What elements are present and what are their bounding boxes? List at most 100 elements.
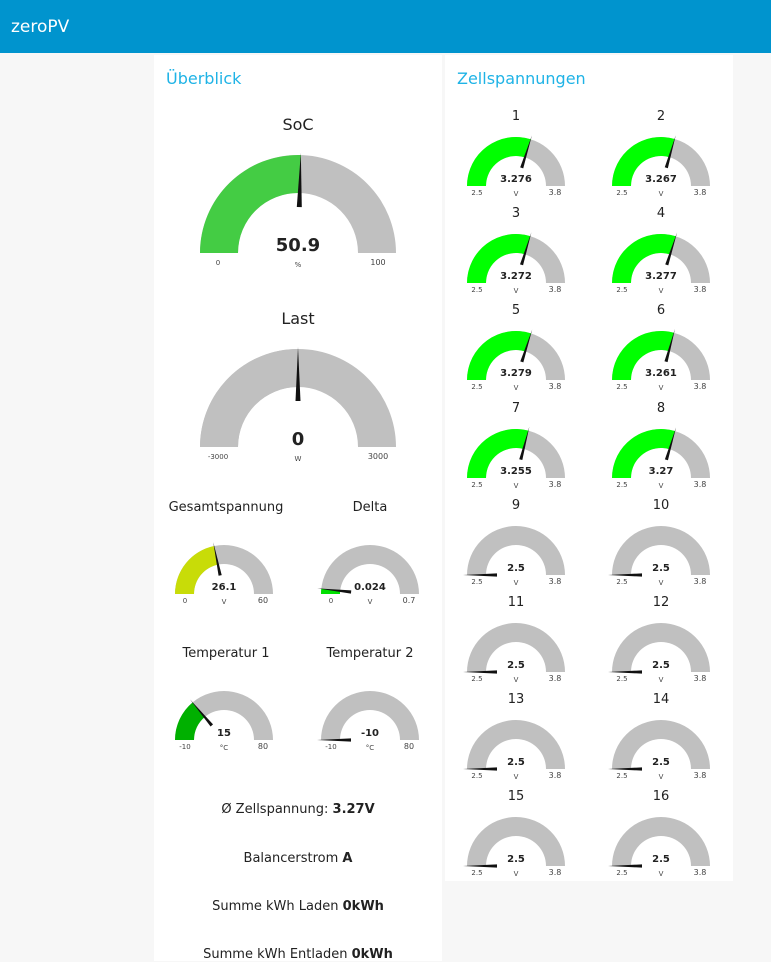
soc-gauge-needle bbox=[296, 153, 302, 208]
cell-1-gauge-value: 3.276 bbox=[500, 174, 532, 185]
delta-gauge-svg: 0.024 V 0 0.7 bbox=[317, 545, 419, 606]
cell-2-gauge-min: 2.5 bbox=[616, 189, 627, 197]
cell-16-gauge-value: 2.5 bbox=[652, 854, 670, 865]
cell-1-gauge-max: 3.8 bbox=[549, 188, 562, 197]
cell-10-gauge-value: 2.5 bbox=[652, 563, 670, 574]
cell-7-gauge-fill bbox=[467, 428, 529, 478]
cell-13-gauge-max: 3.8 bbox=[549, 771, 562, 780]
cell-3-gauge-value: 3.272 bbox=[500, 271, 532, 282]
cell-5-gauge-fill bbox=[467, 331, 531, 381]
gesamtspannung-gauge-unit: V bbox=[222, 598, 227, 606]
cell-voltages-title: Zellspannungen bbox=[457, 69, 586, 88]
cell-4-gauge-max: 3.8 bbox=[694, 285, 707, 294]
cell-14-gauge-needle bbox=[608, 767, 642, 771]
temp2-gauge-unit: °C bbox=[366, 744, 375, 752]
balancer-current-value: A bbox=[342, 851, 353, 866]
cell-11-gauge: 2.5 V 2.5 3.8 bbox=[456, 609, 576, 694]
top-bar: zeroPV bbox=[0, 0, 771, 53]
cell-2-label: 2 bbox=[656, 109, 666, 124]
cell-9-gauge-needle bbox=[463, 573, 497, 577]
cell-12-gauge-svg: 2.5 V 2.5 3.8 bbox=[608, 623, 710, 684]
kwh-charge-label: Summe kWh Laden bbox=[212, 899, 343, 914]
cell-14-gauge-unit: V bbox=[659, 773, 664, 781]
cell-15-gauge-track bbox=[467, 817, 565, 867]
cell-1-gauge: 3.276 V 2.5 3.8 bbox=[456, 123, 576, 208]
cell-7-gauge-svg: 3.255 V 2.5 3.8 bbox=[467, 426, 565, 490]
temp1-gauge-max: 80 bbox=[258, 742, 268, 751]
cell-5-gauge-max: 3.8 bbox=[549, 382, 562, 391]
cell-14-label: 14 bbox=[652, 692, 670, 708]
gesamtspannung-gauge-max: 60 bbox=[258, 596, 268, 605]
cell-11-label: 11 bbox=[507, 595, 525, 610]
cell-1-gauge-unit: V bbox=[514, 190, 519, 198]
last-gauge-min: -3000 bbox=[208, 453, 228, 461]
cell-9-gauge-min: 2.5 bbox=[471, 578, 482, 586]
cell-7-gauge-needle bbox=[519, 426, 530, 460]
cell-6-gauge-fill bbox=[612, 331, 674, 381]
cell-3-gauge-fill bbox=[467, 234, 531, 284]
cell-10-gauge-unit: V bbox=[659, 579, 664, 587]
temp2-gauge-min: -10 bbox=[325, 743, 336, 751]
avg-cell-voltage-label: Ø Zellspannung: bbox=[221, 802, 333, 817]
temp1-gauge-svg: 15 °C -10 80 bbox=[175, 691, 273, 752]
cell-7-gauge: 3.255 V 2.5 3.8 bbox=[456, 415, 576, 500]
delta-gauge-needle bbox=[317, 588, 352, 594]
temp1-gauge-value: 15 bbox=[217, 728, 231, 739]
last-gauge-fill bbox=[200, 349, 298, 447]
delta-gauge-value: 0.024 bbox=[354, 582, 386, 593]
soc-gauge-unit: % bbox=[295, 261, 302, 269]
gesamtspannung-gauge: 26.1 V 0 60 bbox=[154, 55, 298, 615]
gesamtspannung-gauge-needle bbox=[213, 542, 222, 576]
cell-12-gauge-needle bbox=[608, 670, 642, 674]
cell-16-gauge-max: 3.8 bbox=[694, 868, 707, 877]
kwh-discharge: Summe kWh Entladen 0kWh bbox=[154, 947, 442, 962]
cell-9-gauge-unit: V bbox=[514, 579, 519, 587]
cell-11-gauge-svg: 2.5 V 2.5 3.8 bbox=[463, 623, 565, 684]
temp2-gauge-track bbox=[321, 691, 419, 740]
cell-10-gauge-needle bbox=[608, 573, 642, 577]
cell-1-gauge-fill bbox=[467, 137, 531, 186]
cell-2-gauge-needle bbox=[664, 135, 676, 169]
temp2-label: Temperatur 2 bbox=[326, 646, 414, 661]
cell-10-gauge: 2.5 V 2.5 3.8 bbox=[601, 512, 721, 597]
cell-11-gauge-max: 3.8 bbox=[549, 674, 562, 683]
cell-8-gauge-unit: V bbox=[659, 482, 664, 490]
cell-1-gauge-min: 2.5 bbox=[471, 189, 482, 197]
cell-12-gauge-min: 2.5 bbox=[616, 675, 627, 683]
last-gauge-value: 0 bbox=[292, 429, 305, 450]
cell-2-gauge-value: 3.267 bbox=[645, 174, 677, 185]
cell-6-gauge-value: 3.261 bbox=[645, 368, 677, 379]
cell-10-gauge-track bbox=[612, 525, 710, 575]
cell-5-gauge-svg: 3.279 V 2.5 3.8 bbox=[467, 329, 565, 392]
cell-12-gauge: 2.5 V 2.5 3.8 bbox=[601, 609, 721, 694]
delta-label: Delta bbox=[352, 500, 388, 515]
cell-15-gauge-max: 3.8 bbox=[549, 868, 562, 877]
cell-2-gauge-fill bbox=[612, 137, 675, 186]
cell-4-gauge-value: 3.277 bbox=[645, 271, 677, 282]
cell-15-label: 15 bbox=[507, 789, 525, 805]
avg-cell-voltage: Ø Zellspannung: 3.27V bbox=[154, 802, 442, 817]
delta-gauge: 0.024 V 0 0.7 bbox=[154, 55, 442, 615]
temp1-gauge-unit: °C bbox=[220, 744, 229, 752]
cell-12-gauge-unit: V bbox=[659, 676, 664, 684]
cell-8-gauge: 3.27 V 2.5 3.8 bbox=[601, 415, 721, 500]
cell-16-gauge-needle bbox=[608, 864, 642, 868]
cell-15-gauge-unit: V bbox=[514, 870, 519, 878]
cell-10-gauge-max: 3.8 bbox=[694, 577, 707, 586]
cell-2-gauge: 3.267 V 2.5 3.8 bbox=[601, 123, 721, 208]
temp2-gauge: -10 °C -10 80 bbox=[154, 55, 442, 765]
cell-8-gauge-svg: 3.27 V 2.5 3.8 bbox=[612, 426, 710, 490]
cell-5-gauge-value: 3.279 bbox=[500, 368, 532, 379]
delta-gauge-max: 0.7 bbox=[403, 596, 416, 605]
cell-16-gauge-min: 2.5 bbox=[616, 869, 627, 877]
cell-11-gauge-min: 2.5 bbox=[471, 675, 482, 683]
cell-14-gauge-svg: 2.5 V 2.5 3.8 bbox=[608, 720, 710, 781]
cell-12-gauge-max: 3.8 bbox=[694, 674, 707, 683]
cell-10-label: 10 bbox=[652, 497, 670, 513]
cell-8-label: 8 bbox=[656, 400, 666, 416]
cell-7-gauge-value: 3.255 bbox=[500, 466, 532, 477]
temp1-gauge-fill bbox=[175, 702, 205, 740]
cell-7-gauge-max: 3.8 bbox=[549, 480, 562, 489]
soc-gauge: 50.9% 0 100 bbox=[154, 55, 442, 285]
cell-15-gauge-needle bbox=[463, 864, 497, 868]
